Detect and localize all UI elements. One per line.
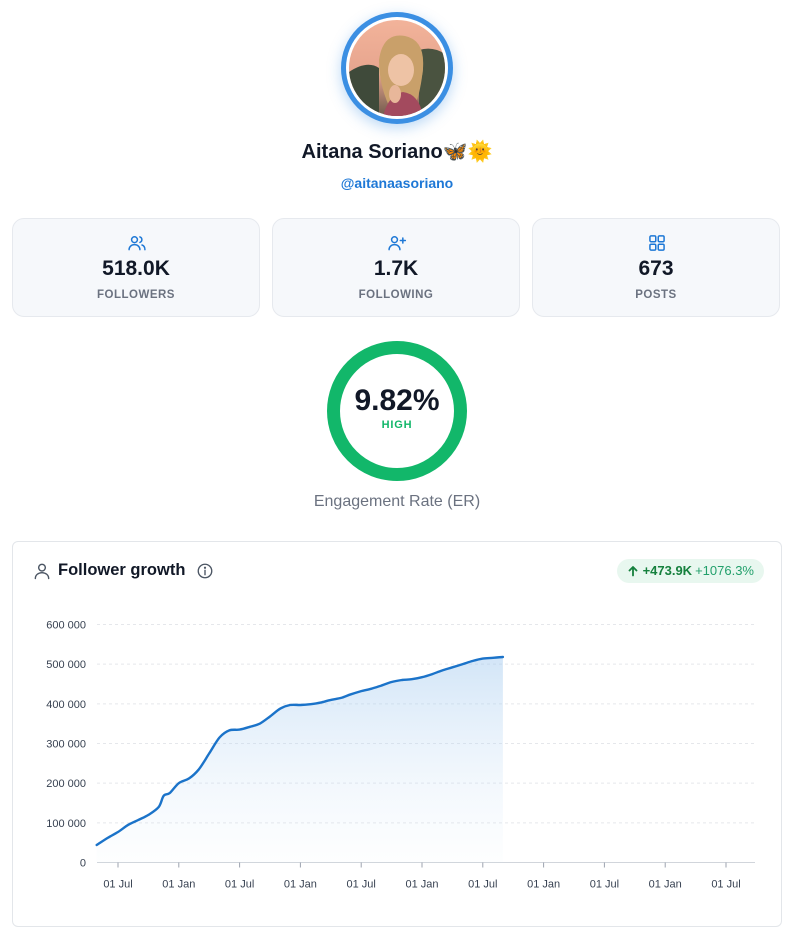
- engagement-rate-value: 9.82%: [354, 384, 440, 417]
- growth-change-percent: +1076.3%: [695, 563, 754, 578]
- avatar-image: [349, 20, 445, 116]
- profile-name-text: Aitana Soriano🦋🌞: [301, 141, 493, 163]
- x-tick-label: 01 Jul: [347, 879, 376, 891]
- x-tick-label: 01 Jan: [649, 879, 682, 891]
- engagement-level: HIGH: [381, 419, 413, 431]
- grid-icon: [649, 235, 665, 251]
- x-tick-label: 01 Jul: [590, 879, 619, 891]
- arrow-up-icon: [628, 566, 637, 577]
- series-line: [95, 655, 505, 847]
- x-tick-label: 01 Jan: [162, 879, 195, 891]
- avatar-photo: [349, 20, 445, 116]
- growth-change-badge: +473.9K +1076.3%: [616, 559, 764, 583]
- avatar-border: [346, 17, 448, 119]
- stat-card-followers: 518.0K FOLLOWERS: [12, 218, 260, 317]
- x-tick-label: 01 Jul: [103, 879, 132, 891]
- follower-growth-chart: 0 100 000 200 000 300 000 400 000 500 000 600 …: [46, 619, 755, 891]
- followers-label: FOLLOWERS: [97, 289, 175, 301]
- x-tick-label: 01 Jul: [711, 879, 740, 891]
- posts-count: 673: [638, 257, 674, 280]
- avatar[interactable]: [341, 12, 453, 124]
- y-tick-label: 500 000: [46, 659, 86, 671]
- engagement-caption: Engagement Rate (ER): [313, 493, 481, 510]
- follower-growth-title: Follower growth: [58, 561, 186, 579]
- x-tick-label: 01 Jan: [284, 879, 317, 891]
- y-tick-label: 0: [80, 858, 86, 870]
- y-tick-label: 100 000: [46, 818, 86, 830]
- following-count: 1.7K: [373, 257, 419, 280]
- y-tick-label: 600 000: [46, 619, 86, 631]
- following-label: FOLLOWING: [358, 289, 434, 301]
- x-tick-label: 01 Jul: [225, 879, 254, 891]
- x-tick-label: 01 Jan: [405, 879, 438, 891]
- users-icon: [128, 236, 146, 251]
- user-icon: [34, 563, 50, 580]
- y-tick-label: 300 000: [46, 738, 86, 750]
- x-tick-label: 01 Jul: [468, 879, 497, 891]
- profile-handle[interactable]: @aitanaasoriano: [340, 175, 454, 191]
- stat-card-following: 1.7K FOLLOWING: [272, 218, 520, 317]
- profile-name: Aitana Soriano🦋🌞: [0, 139, 794, 164]
- info-icon[interactable]: [196, 562, 214, 580]
- user-plus-icon: [388, 236, 407, 251]
- y-tick-label: 400 000: [46, 699, 86, 711]
- y-tick-label: 200 000: [46, 778, 86, 790]
- x-tick-label: 01 Jan: [527, 879, 560, 891]
- growth-change-absolute: +473.9K: [642, 563, 693, 578]
- stat-card-posts: 673 POSTS: [532, 218, 780, 317]
- follower-growth-card: Follower growth +473.9K +1076.3% 0 100 000…: [12, 541, 782, 927]
- posts-label: POSTS: [635, 289, 677, 301]
- followers-count: 518.0K: [102, 257, 170, 280]
- engagement-ring: [327, 341, 467, 481]
- series-area: [96, 657, 503, 863]
